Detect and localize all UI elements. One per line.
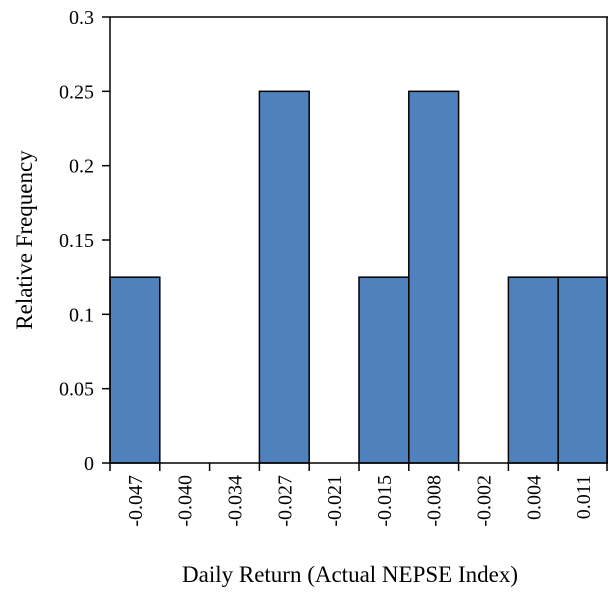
y-tick-label: 0.15 bbox=[59, 230, 94, 252]
bar bbox=[358, 276, 410, 464]
x-tick-label: -0.008 bbox=[424, 475, 446, 527]
x-tick-label: 0.011 bbox=[573, 475, 595, 519]
y-tick-label: 0.1 bbox=[69, 304, 94, 326]
y-tick-label: 0.2 bbox=[69, 156, 94, 178]
bar bbox=[258, 90, 310, 464]
y-tick-label: 0 bbox=[84, 453, 94, 475]
x-tick-label: -0.015 bbox=[374, 475, 396, 527]
y-tick-label: 0.3 bbox=[69, 7, 94, 29]
y-axis-label: Relative Frequency bbox=[12, 150, 37, 330]
y-tick-label: 0.25 bbox=[59, 81, 94, 103]
x-tick-label: -0.047 bbox=[125, 475, 147, 527]
x-tick-label: -0.034 bbox=[225, 475, 247, 527]
x-tick-label: 0.004 bbox=[523, 475, 545, 520]
x-tick-label: -0.027 bbox=[274, 475, 296, 527]
x-axis-label: Daily Return (Actual NEPSE Index) bbox=[182, 562, 518, 587]
x-tick-label: -0.021 bbox=[324, 475, 346, 527]
bar bbox=[109, 276, 161, 464]
x-tick-label: -0.040 bbox=[175, 475, 197, 527]
x-tick-label: -0.002 bbox=[474, 475, 496, 527]
bar bbox=[557, 276, 608, 464]
bar bbox=[408, 90, 460, 464]
bar bbox=[507, 276, 559, 464]
y-tick-label: 0.05 bbox=[59, 379, 94, 401]
